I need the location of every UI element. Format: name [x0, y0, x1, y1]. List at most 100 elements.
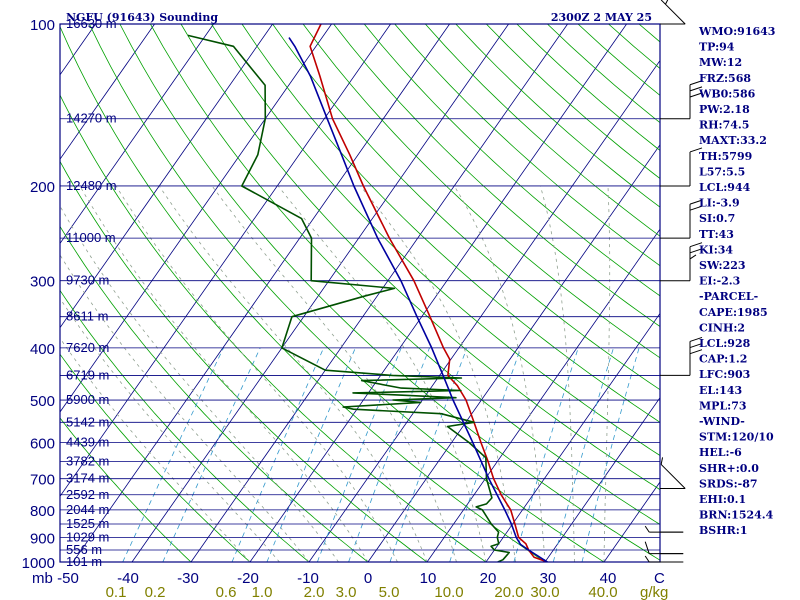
height-label: 1029 m: [66, 529, 109, 544]
index-value: SRDS:-87: [699, 477, 758, 490]
index-value: -PARCEL-: [699, 290, 758, 303]
pressure-tick-label: 800: [30, 503, 55, 520]
wind-barb-feather: [644, 555, 650, 563]
pressure-tick-label: 600: [30, 436, 55, 453]
isotherm-line: [72, 24, 450, 562]
wind-barb-feather: [660, 457, 664, 465]
wind-barb: [660, 147, 703, 187]
index-value: CAP:1.2: [699, 353, 747, 366]
index-value: MAXT:33.2: [699, 134, 767, 147]
index-value: EHI:0.1: [699, 493, 746, 506]
wind-barb: [644, 525, 684, 533]
pressure-tick-label: 900: [30, 530, 55, 547]
pressure-tick-label: 100: [30, 17, 55, 34]
wind-barb-feather: [689, 248, 703, 254]
wind-barb: [644, 555, 684, 563]
mixing-ratio-tick-label: 0.1: [106, 584, 127, 600]
pressure-tick-label: 300: [30, 274, 55, 291]
moist-adiabat-line: [60, 254, 310, 562]
station-title: NGFU (91643) Sounding: [66, 11, 218, 24]
sounding-time: 2300Z 2 MAY 25: [551, 11, 652, 24]
height-label: 101 m: [66, 554, 102, 569]
wind-barb-feather: [689, 86, 703, 92]
index-value: TH:5799: [699, 150, 752, 163]
height-label: 1525 m: [66, 516, 109, 531]
parcel-line: [288, 37, 548, 562]
pressure-tick-label: 500: [30, 393, 55, 410]
height-label: 5142 m: [66, 414, 109, 429]
wind-barb-feather: [689, 147, 703, 153]
plot-frame: [59, 23, 661, 563]
mixing-ratio-tick-label: 5.0: [379, 584, 400, 600]
wind-barb: [660, 199, 703, 239]
isotherm-line: [131, 24, 509, 562]
isotherm-line: [308, 59, 660, 562]
temperature-tick-label: 30: [540, 570, 557, 587]
temperature-tick-label: -50: [57, 570, 79, 587]
index-value: LFC:903: [699, 368, 750, 381]
height-label: 3174 m: [66, 471, 109, 486]
index-value: MW:12: [699, 56, 742, 69]
index-value: SI:0.7: [699, 212, 735, 225]
temperature-tick-label: -40: [117, 570, 139, 587]
mixing-ratio-tick-label: 1.0: [252, 584, 273, 600]
wind-barb-feather: [689, 92, 703, 98]
mixing-ratio-tick-label: 0.2: [145, 584, 166, 600]
index-value: PW:2.18: [699, 103, 750, 116]
wind-barb-feather: [644, 541, 650, 554]
index-value: MPL:73: [699, 399, 747, 412]
wind-barb-feather: [689, 254, 697, 260]
wind-barb: [660, 242, 703, 282]
pressure-unit-label: mb: [32, 570, 53, 587]
isotherm-line: [367, 144, 660, 562]
dewpoint-line: [187, 34, 510, 562]
moist-adiabat-line: [115, 185, 398, 562]
wind-barb: [644, 541, 684, 555]
isotherm-line: [60, 24, 155, 160]
wind-barb-feather: [689, 242, 703, 248]
height-label: 9730 m: [66, 273, 109, 288]
height-label: 2592 m: [66, 487, 109, 502]
wind-barb-feather: [644, 525, 650, 533]
index-value: HEL:-6: [699, 446, 742, 459]
background-grid: [60, 24, 660, 562]
index-value: LI:-3.9: [699, 197, 740, 210]
index-value: -WIND-: [699, 415, 745, 428]
mixing-ratio-tick-label: 30.0: [530, 584, 559, 600]
temperature-tick-label: -30: [177, 570, 199, 587]
index-value: SW:223: [699, 259, 746, 272]
isotherm-line: [60, 24, 214, 245]
index-value: SHR+:0.0: [699, 462, 759, 475]
wind-barb-feather: [689, 349, 703, 355]
indices-panel: WMO:91643 TP:94 MW:12 FRZ:568 WB0:586 PW:2.18…: [698, 25, 775, 537]
wind-barb-feather: [689, 205, 703, 211]
wind-barb-feather: [689, 199, 703, 205]
mixing-ratio-unit-label: g/kg: [640, 584, 668, 600]
mixing-ratio-tick-label: 10.0: [434, 584, 463, 600]
index-value: TP:94: [699, 41, 735, 54]
index-value: RH:74.5: [699, 119, 749, 132]
index-value: BSHR:1: [699, 524, 748, 537]
height-label: 2044 m: [66, 502, 109, 517]
temperature-tick-label: 0: [364, 570, 372, 587]
mixing-ratio-tick-label: 20.0: [494, 584, 523, 600]
temperature-tick-label: 20: [480, 570, 497, 587]
wind-barb-feather: [665, 0, 669, 5]
wind-barb-feather: [689, 343, 703, 349]
height-label: 12480 m: [66, 178, 117, 193]
index-value: WB0:586: [698, 87, 756, 100]
index-value: CINH:2: [699, 321, 745, 334]
mixing-ratio-tick-label: 40.0: [588, 584, 617, 600]
isotherm-line: [249, 24, 627, 562]
height-label: 16630 m: [66, 16, 117, 31]
pressure-tick-label: 200: [30, 179, 55, 196]
height-label: 8611 m: [66, 309, 108, 324]
mixing-ratio-tick-label: 2.0: [304, 584, 325, 600]
mixing-ratio-tick-label: 3.0: [336, 584, 357, 600]
index-value: FRZ:568: [699, 72, 751, 85]
sounding-profiles: [187, 24, 548, 562]
moist-adiabat-line: [211, 185, 457, 562]
isotherm-line: [426, 228, 660, 562]
